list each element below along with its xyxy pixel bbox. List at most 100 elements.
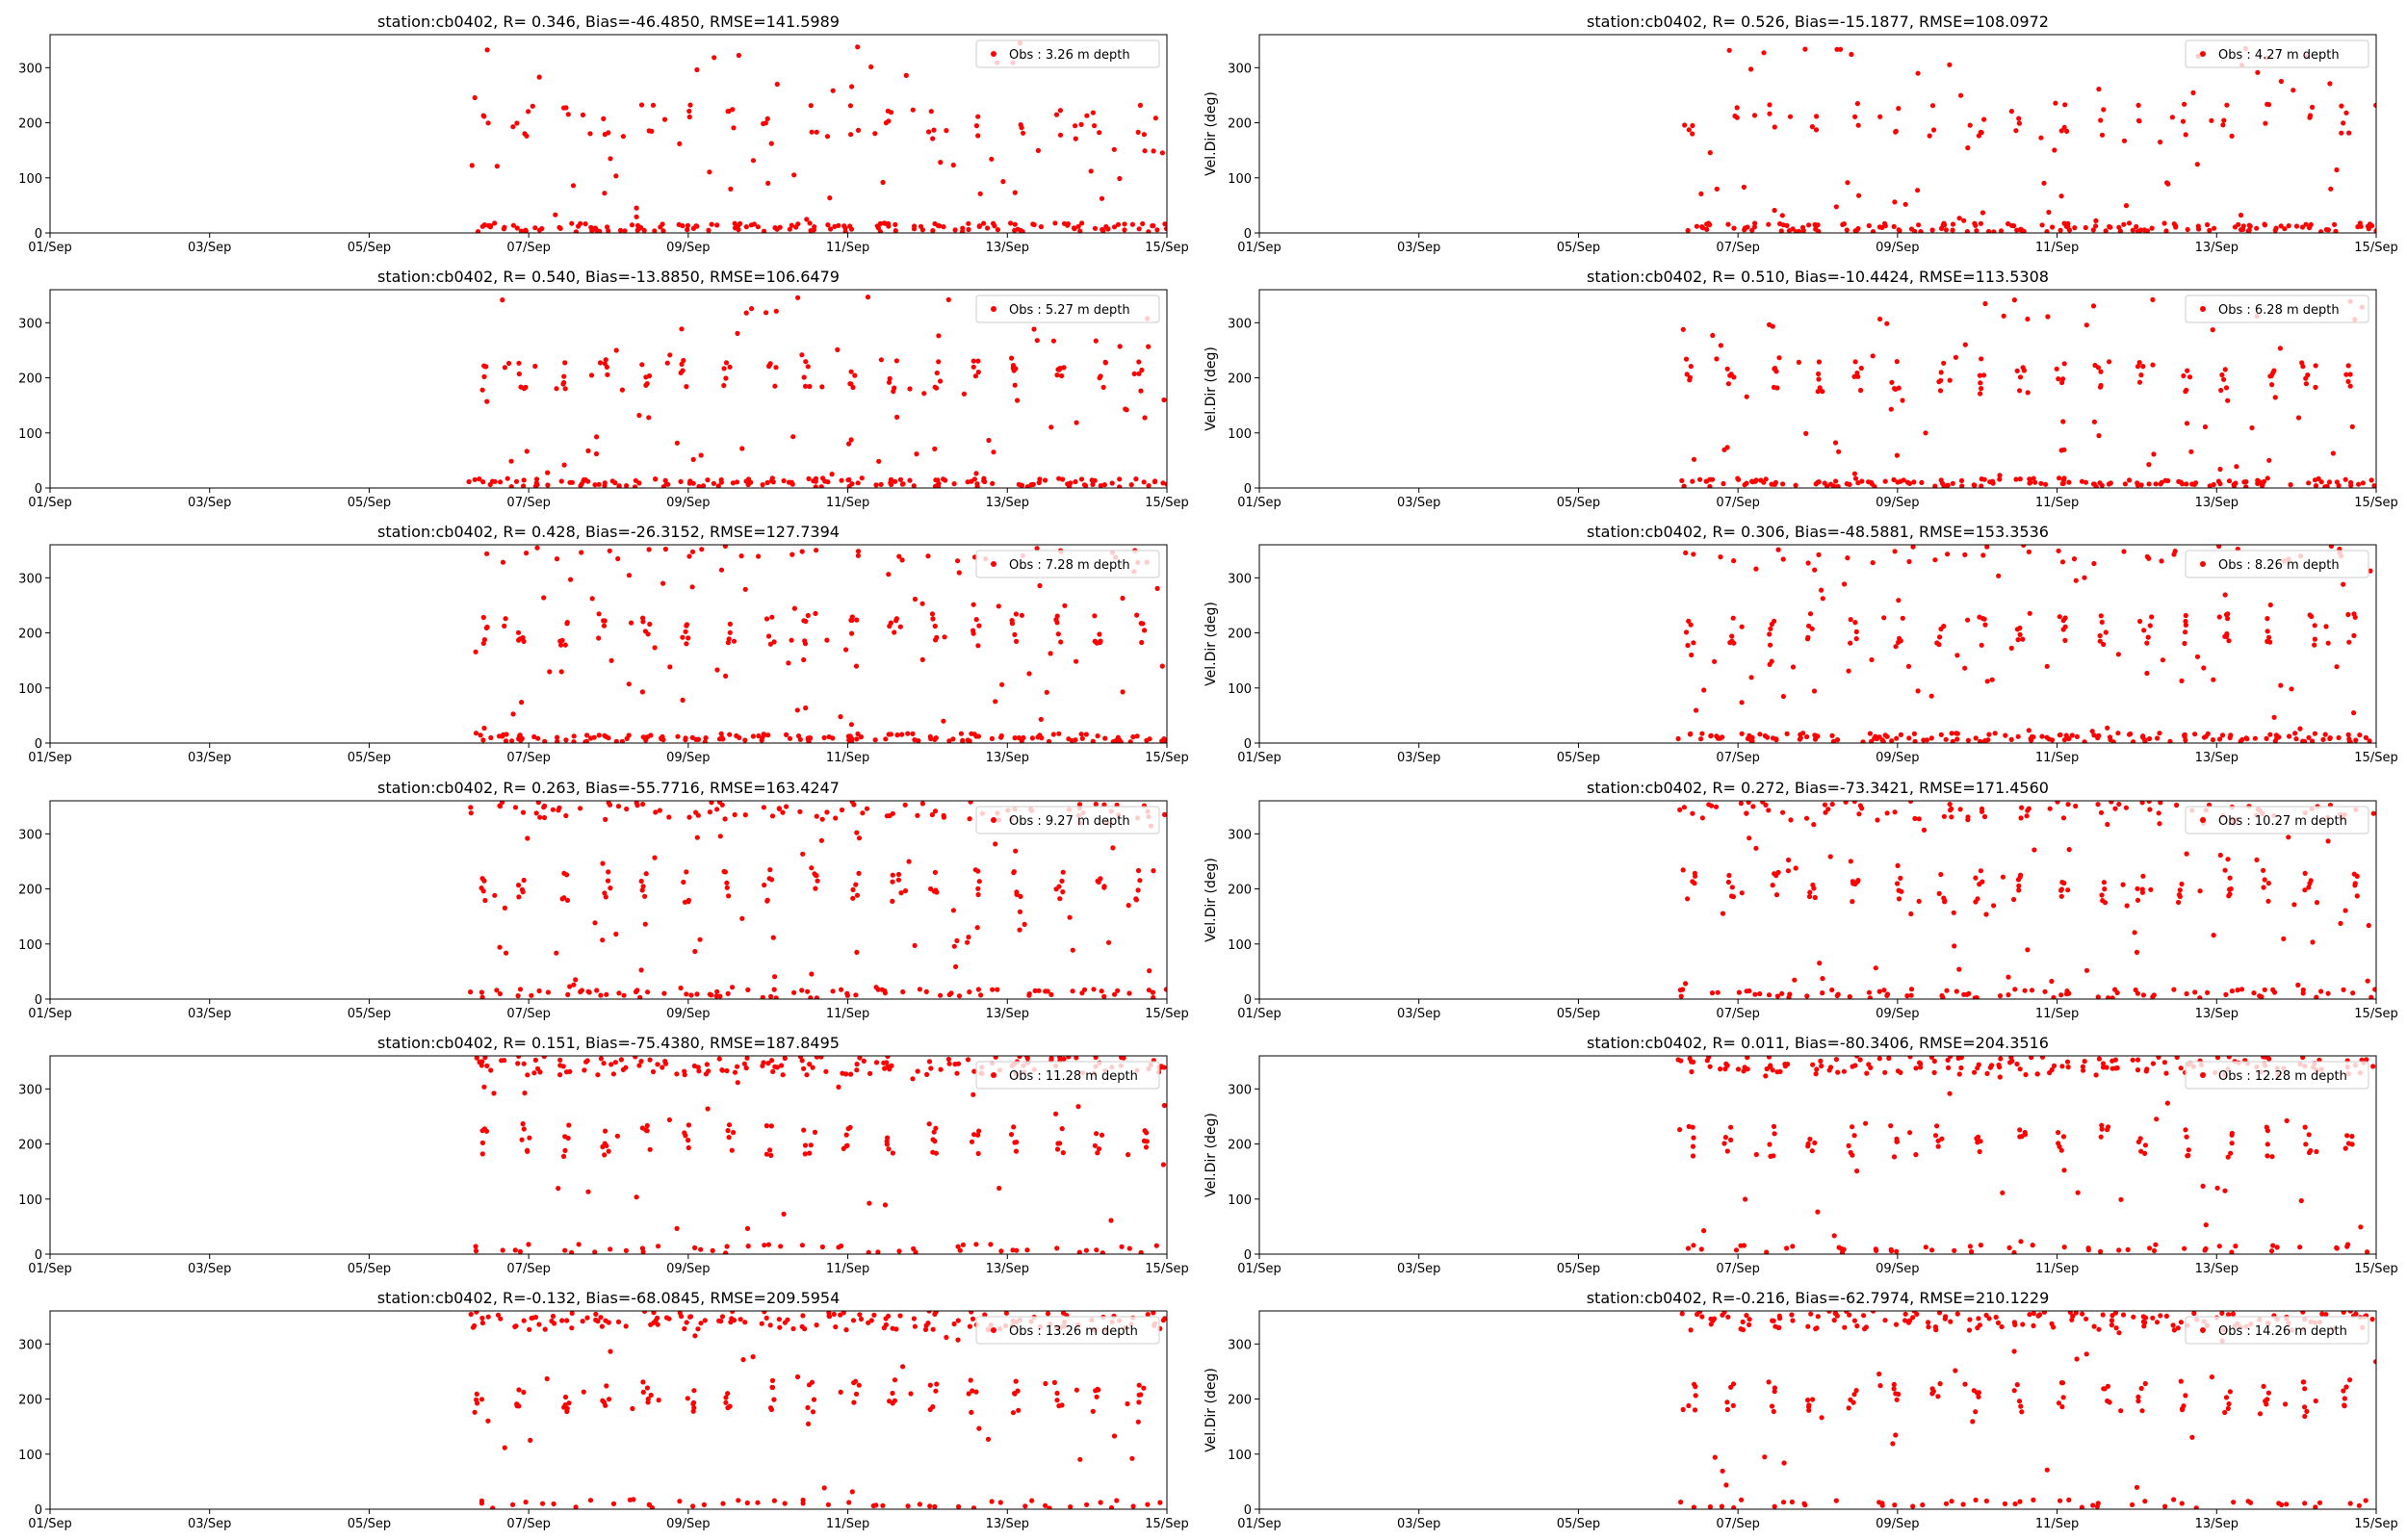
data-point	[968, 801, 973, 805]
data-point	[1772, 1131, 1777, 1137]
data-point	[718, 479, 725, 485]
data-point	[1153, 1243, 1159, 1248]
data-point	[975, 886, 981, 891]
data-point	[1745, 1066, 1750, 1072]
data-point	[2179, 1501, 2185, 1506]
data-point	[2326, 479, 2333, 485]
data-point	[2196, 226, 2202, 232]
data-point	[582, 1067, 587, 1073]
data-point	[2372, 987, 2376, 992]
legend-label: Obs : 4.27 m depth	[2218, 48, 2340, 63]
data-point	[1944, 482, 1950, 488]
data-point	[2109, 995, 2115, 999]
data-point	[2144, 640, 2150, 646]
data-point	[510, 1502, 516, 1507]
data-point	[1858, 387, 1864, 394]
data-point	[1094, 1247, 1100, 1253]
data-point	[1796, 228, 1801, 233]
data-point	[2363, 1498, 2368, 1503]
x-tick-label: 15/Sep	[2354, 241, 2397, 255]
data-point	[2303, 1142, 2309, 1147]
data-points	[468, 801, 1167, 999]
data-point	[2230, 1311, 2236, 1317]
data-point	[2014, 368, 2020, 373]
data-point	[481, 878, 487, 884]
data-point	[522, 1091, 528, 1096]
data-point	[730, 1311, 736, 1315]
legend-label: Obs : 6.28 m depth	[2218, 303, 2340, 318]
data-point	[2202, 424, 2209, 430]
data-point	[1021, 734, 1026, 741]
data-point	[525, 1072, 531, 1078]
axes-frame	[49, 289, 1168, 489]
data-point	[608, 1062, 614, 1067]
data-point	[547, 669, 553, 675]
data-point	[2074, 1356, 2080, 1362]
data-point	[727, 364, 733, 370]
x-tick-label: 11/Sep	[826, 1262, 869, 1276]
data-point	[2293, 223, 2300, 229]
data-point	[975, 987, 982, 992]
data-point	[612, 1060, 619, 1065]
data-point	[565, 1135, 571, 1142]
data-point	[849, 84, 855, 90]
data-point	[2135, 1067, 2141, 1073]
data-point	[1917, 1060, 1923, 1065]
data-point	[1982, 300, 1988, 307]
data-point	[1941, 895, 1947, 901]
data-point	[848, 132, 854, 138]
data-point	[1819, 1063, 1825, 1069]
data-point	[787, 226, 793, 232]
y-axis-label: Vel.Dir (deg)	[1204, 602, 1219, 686]
data-point	[1699, 224, 1705, 230]
data-point	[990, 987, 996, 992]
data-point	[1817, 385, 1823, 391]
data-point	[1115, 988, 1121, 993]
data-point	[1728, 372, 1734, 377]
data-point	[1012, 190, 1018, 195]
data-point	[813, 886, 818, 891]
data-point	[2308, 1147, 2314, 1154]
data-point	[662, 546, 669, 552]
data-point	[1829, 801, 1835, 808]
data-point	[2159, 479, 2164, 485]
data-point	[1997, 1074, 2003, 1080]
data-point	[1016, 1407, 1022, 1413]
data-point	[1776, 1324, 1782, 1330]
data-point	[2332, 221, 2338, 227]
data-point	[2025, 316, 2031, 322]
data-point	[941, 718, 946, 724]
data-point	[856, 835, 863, 841]
data-point	[935, 222, 941, 228]
data-point	[942, 634, 947, 640]
data-point	[1924, 737, 1929, 743]
data-point	[2025, 947, 2031, 953]
data-point	[1983, 1498, 1989, 1504]
data-point	[691, 1388, 697, 1394]
data-point	[646, 547, 652, 552]
data-point	[2339, 103, 2344, 109]
data-point	[772, 974, 778, 980]
data-point	[842, 229, 848, 233]
data-point	[1998, 228, 2005, 233]
data-point	[2295, 415, 2302, 421]
data-point	[968, 1377, 973, 1383]
data-point	[1084, 113, 1090, 118]
data-point	[799, 1323, 805, 1329]
data-point	[965, 479, 971, 485]
x-tick-label: 05/Sep	[1557, 241, 1600, 255]
y-tick-label: 300	[1228, 1338, 1252, 1352]
data-point	[2310, 939, 2316, 945]
data-point	[1876, 1371, 1882, 1377]
data-point	[1099, 1132, 1105, 1138]
data-point	[2319, 1311, 2325, 1317]
data-point	[722, 869, 729, 875]
data-point	[1829, 987, 1835, 993]
data-point	[1678, 1500, 1684, 1505]
data-point	[836, 1084, 841, 1090]
data-point	[689, 549, 696, 554]
data-point	[1945, 552, 1951, 557]
data-point	[822, 478, 828, 484]
data-point	[1816, 376, 1822, 382]
data-point	[651, 1311, 657, 1316]
